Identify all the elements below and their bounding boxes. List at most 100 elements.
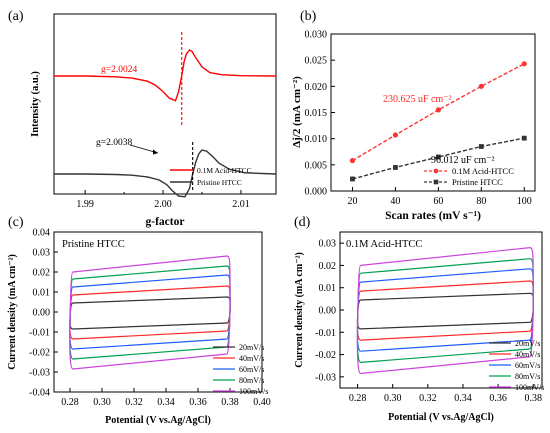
panel-c-xtick-label: 0.36: [189, 397, 207, 408]
panel-a-xlabel: g-factor: [146, 216, 185, 228]
panel-c-cv-loop-40mv-s: [69, 285, 231, 340]
panel-d-ylabel: Current density (mA cm⁻²): [294, 252, 305, 368]
panel-a-label: (a): [8, 9, 24, 24]
panel-a-label-acid: g=2.0024: [101, 65, 137, 75]
panel-b-point-acid: [392, 132, 399, 138]
panel-c-ytick-label: 0.04: [33, 228, 51, 239]
panel-d-xlabel: Potential (V vs.Ag/AgCl): [388, 412, 494, 423]
panel-d-title: 0.1M Acid-HTCC: [346, 239, 422, 250]
panel-d-ytick-label: 0.00: [319, 306, 337, 317]
panel-c-xtick-label: 0.30: [93, 397, 111, 408]
panel-d-legend: 20mV/s 40mV/s 60mV/s 80mV/s 100mV/s: [489, 339, 544, 392]
panel-d-xtick-label: 0.30: [384, 393, 402, 404]
panel-b-point-acid: [521, 61, 527, 67]
legend-label-acid: 0.1M Acid-HTCC: [197, 166, 252, 175]
panel-d-ytick-label: -0.02: [315, 350, 336, 361]
panel-b-legend: 0.1M Acid-HTCC Pristine HTCC: [424, 166, 514, 187]
panel-b-annotation-pristine: 96.012 uF cm⁻²: [431, 155, 495, 166]
panel-b-ytick-label: 0.030: [305, 30, 328, 41]
panel-c-xtick-label: 0.40: [253, 397, 271, 408]
panel-a-series-acid: [54, 49, 277, 102]
panel-b-ytick-label: 0.015: [305, 108, 328, 119]
legend-label-60mv-s: 60mV/s: [239, 365, 264, 374]
panel-c-ytick-label: 0.00: [33, 308, 51, 319]
legend-marker-acid: [433, 168, 439, 174]
legend-label-40mv-s: 40mV/s: [515, 350, 540, 359]
legend-label-acid: 0.1M Acid-HTCC: [452, 166, 514, 176]
panel-d-cv-loop-80mv-s: [356, 258, 534, 364]
panel-a-xtick-label: 2.01: [232, 199, 250, 210]
panel-d-cv-loop-40mv-s: [356, 280, 534, 341]
panel-c: 0.28 0.30 0.32 0.34 0.36 0.38 0.40 -0.04 -0.03 -0…: [7, 228, 271, 427]
panel-c-ytick-label: -0.04: [29, 388, 50, 399]
panel-c-ytick-label: 0.02: [33, 268, 51, 279]
panel-a-xtick-label: 1.99: [76, 199, 94, 210]
panel-a-label-pristine: g=2.0038: [96, 138, 132, 148]
panel-c-ylabel: Current density (mA cm⁻²): [7, 254, 18, 370]
panel-b-ytick-label: 0.005: [305, 160, 328, 171]
panel-d-ytick-label: -0.03: [315, 372, 336, 383]
panel-b-xtick-label: 100: [517, 196, 532, 207]
panel-c-xtick-label: 0.34: [157, 397, 175, 408]
panel-c-xtick-label: 0.32: [125, 397, 143, 408]
legend-label-40mv-s: 40mV/s: [239, 354, 264, 363]
panel-b-point-pristine: [521, 135, 527, 141]
panel-d-cv-loop-100mv-s: [356, 246, 534, 375]
legend-label-100mv-s: 100mV/s: [239, 387, 268, 396]
panel-c-ytick-label: 0.03: [33, 248, 51, 259]
panel-a: Intensity (a.u.) g-factor 1.99 2.00 2.01 g…: [30, 13, 277, 228]
panel-c-cv-loop-20mv-s: [69, 296, 231, 330]
panel-a-series-pristine: [54, 149, 277, 198]
panel-d-xtick-label: 0.34: [454, 393, 472, 404]
panel-b-xtick-label: 80: [476, 196, 486, 207]
panel-d-xtick-label: 0.32: [419, 393, 437, 404]
panel-c-xlabel: Potential (V vs.Ag/AgCl): [105, 415, 211, 426]
panel-b-ytick-label: 0.020: [305, 82, 328, 93]
panel-c-ytick-label: -0.02: [29, 348, 50, 359]
legend-label-pristine: Pristine HTCC: [452, 177, 503, 187]
panel-d-cv-loop-20mv-s: [356, 292, 534, 330]
panel-b-ytick-label: 0.000: [305, 187, 328, 198]
panel-b-point-pristine: [478, 144, 484, 149]
panel-a-xtick-label: 2.00: [154, 199, 172, 210]
legend-label-20mv-s: 20mV/s: [515, 339, 540, 348]
panel-b-point-pristine: [350, 176, 355, 182]
panel-c-xtick-label: 0.28: [61, 397, 79, 408]
panel-c-cv-loop-80mv-s: [69, 265, 231, 360]
legend-label-80mv-s: 80mV/s: [515, 372, 540, 381]
panel-b-xtick-label: 20: [347, 196, 357, 207]
legend-label-pristine: Pristine HTCC: [197, 178, 242, 187]
panel-a-arrowhead: [153, 149, 158, 155]
legend-label-80mv-s: 80mV/s: [239, 376, 264, 385]
panel-d-xtick-label: 0.36: [489, 393, 507, 404]
panel-c-xtick-label: 0.38: [221, 397, 239, 408]
panel-b-xlabel: Scan rates (mV s⁻¹): [385, 210, 481, 222]
panel-d-ytick-label: 0.02: [319, 261, 337, 272]
panel-a-legend: 0.1M Acid-HTCC Pristine HTCC: [170, 166, 252, 187]
panel-b-ytick-label: 0.010: [305, 134, 328, 145]
panel-c-title: Pristine HTCC: [62, 239, 125, 250]
panel-d-xtick-label: 0.28: [349, 393, 367, 404]
panel-a-ylabel: Intensity (a.u.): [30, 71, 41, 137]
panel-c-ytick-label: 0.01: [33, 288, 51, 299]
panel-b-point-acid: [478, 83, 484, 89]
panel-b-ylabel: Δj/2 (mA cm⁻²): [291, 76, 303, 148]
panel-b-point-acid: [435, 107, 441, 113]
legend-marker-pristine: [433, 179, 439, 185]
panel-d-label: (d): [294, 215, 311, 230]
panel-d-ytick-label: 0.01: [319, 283, 337, 294]
panel-b-ytick-label: 0.025: [305, 56, 328, 67]
panel-b-xtick-label: 60: [433, 196, 443, 207]
panel-c-legend: 20mV/s 40mV/s 60mV/s 80mV/s 100mV/s: [213, 343, 268, 396]
panel-b-label: (b): [300, 9, 317, 24]
panel-b-xtick-label: 40: [390, 196, 400, 207]
legend-label-20mv-s: 20mV/s: [239, 343, 264, 352]
panel-c-label: (c): [8, 215, 24, 230]
panel-c-cv-loop-100mv-s: [69, 255, 231, 370]
panel-b-point-acid: [349, 158, 356, 164]
panel-b-point-pristine: [393, 165, 398, 170]
panel-b-point-pristine: [435, 154, 441, 160]
legend-label-60mv-s: 60mV/s: [515, 361, 540, 370]
panel-c-ytick-label: -0.03: [29, 368, 50, 379]
